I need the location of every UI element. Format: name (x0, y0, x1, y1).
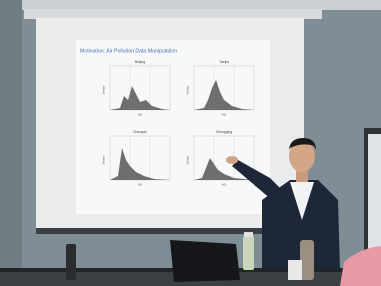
panel-ylabel: Density (102, 85, 106, 94)
panel-ylabel: Density (186, 85, 190, 94)
thermos (66, 244, 76, 280)
water-bottle (243, 236, 254, 270)
cup (288, 260, 302, 280)
laptop (170, 240, 240, 282)
steel-bottle (300, 240, 314, 280)
panel-title: Tianjin (219, 60, 229, 64)
screen-housing (24, 9, 322, 19)
panel-xlabel: AQI (222, 113, 227, 117)
slide-title: Motivation: Air Pollution Data Manipulat… (80, 48, 177, 54)
panel-title: Chengdu (133, 130, 147, 134)
hand (226, 156, 238, 164)
left-wall (0, 0, 22, 286)
panel-title: Chongqing (216, 130, 233, 134)
bottle-cap (244, 232, 253, 237)
panel-xlabel: AQI (138, 183, 143, 187)
door (368, 134, 381, 264)
ceiling (0, 0, 381, 10)
panel-title: Beijing (135, 60, 145, 64)
panel-ylabel: Density (102, 155, 106, 164)
panel-ylabel: Density (186, 155, 190, 164)
photo: Motivation: Air Pollution Data Manipulat… (0, 0, 381, 286)
panel-xlabel: AQI (222, 183, 227, 187)
panel-xlabel: AQI (138, 113, 143, 117)
